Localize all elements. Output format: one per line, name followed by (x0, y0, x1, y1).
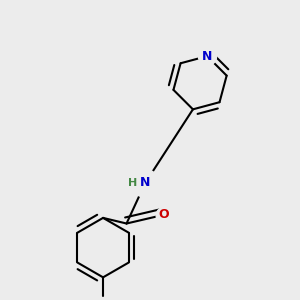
Text: O: O (159, 208, 170, 221)
Text: N: N (140, 176, 151, 189)
Text: N: N (202, 50, 212, 63)
Text: H: H (128, 178, 137, 188)
